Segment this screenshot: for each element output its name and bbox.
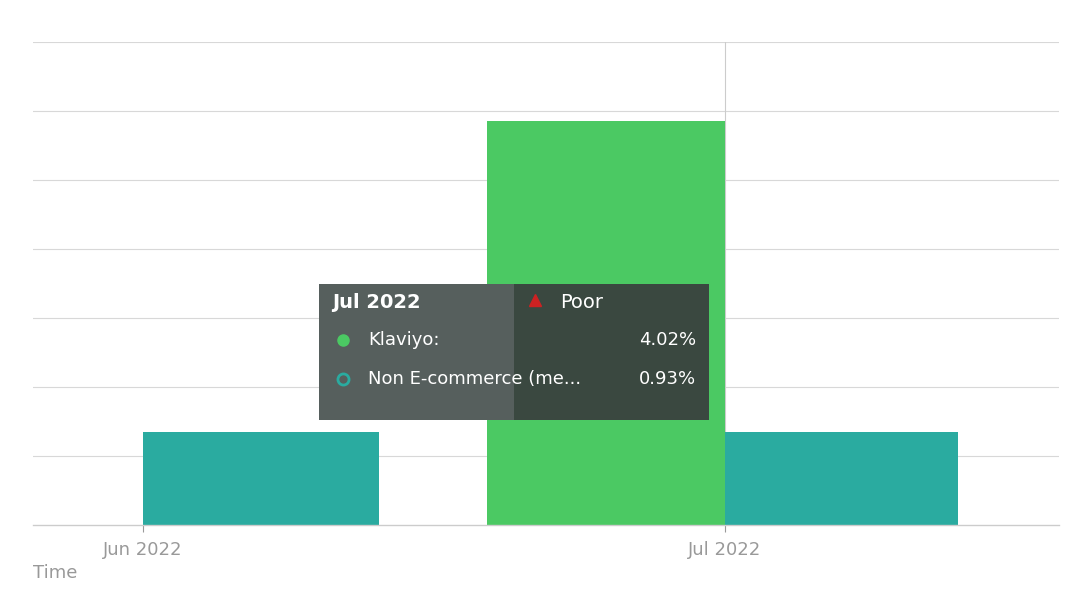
Text: Jul 2022: Jul 2022: [332, 292, 422, 312]
X-axis label: Time: Time: [33, 564, 78, 582]
FancyBboxPatch shape: [319, 284, 514, 420]
Text: 4.02%: 4.02%: [639, 331, 696, 349]
FancyBboxPatch shape: [514, 284, 709, 420]
Bar: [143, 432, 379, 525]
Bar: [487, 121, 725, 525]
Text: Klaviyo:: Klaviyo:: [368, 331, 440, 349]
Text: Poor: Poor: [560, 292, 604, 312]
Text: 0.93%: 0.93%: [639, 370, 696, 388]
Text: Non E-commerce (me...: Non E-commerce (me...: [368, 370, 582, 388]
Bar: [725, 432, 958, 525]
